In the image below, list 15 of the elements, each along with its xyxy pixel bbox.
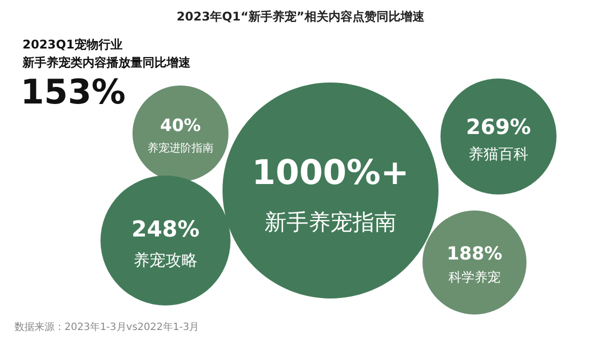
category-label: 养猫百科	[468, 144, 528, 163]
category-label: 养宠攻略	[134, 250, 198, 270]
category-label: 科学养宠	[448, 270, 500, 286]
category-label: 新手养宠指南	[264, 210, 396, 236]
data-label: 1000%+	[252, 153, 410, 194]
data-label: 248%	[132, 218, 200, 243]
text: 153%	[20, 72, 126, 112]
category-label: 养宠进阶指南	[148, 141, 214, 154]
source-note: 数据来源：2023年1-3月vs2022年1-3月	[14, 321, 200, 333]
text: 2023Q1宠物行业	[22, 38, 122, 52]
data-label: 269%	[466, 115, 531, 140]
text: 2023年Q1“新手养宠”相关内容点赞同比增速	[176, 10, 426, 24]
data-label: 40%	[160, 116, 201, 136]
text: 新手养宠类内容播放量同比增速	[22, 56, 192, 70]
data-label: 188%	[446, 244, 502, 265]
